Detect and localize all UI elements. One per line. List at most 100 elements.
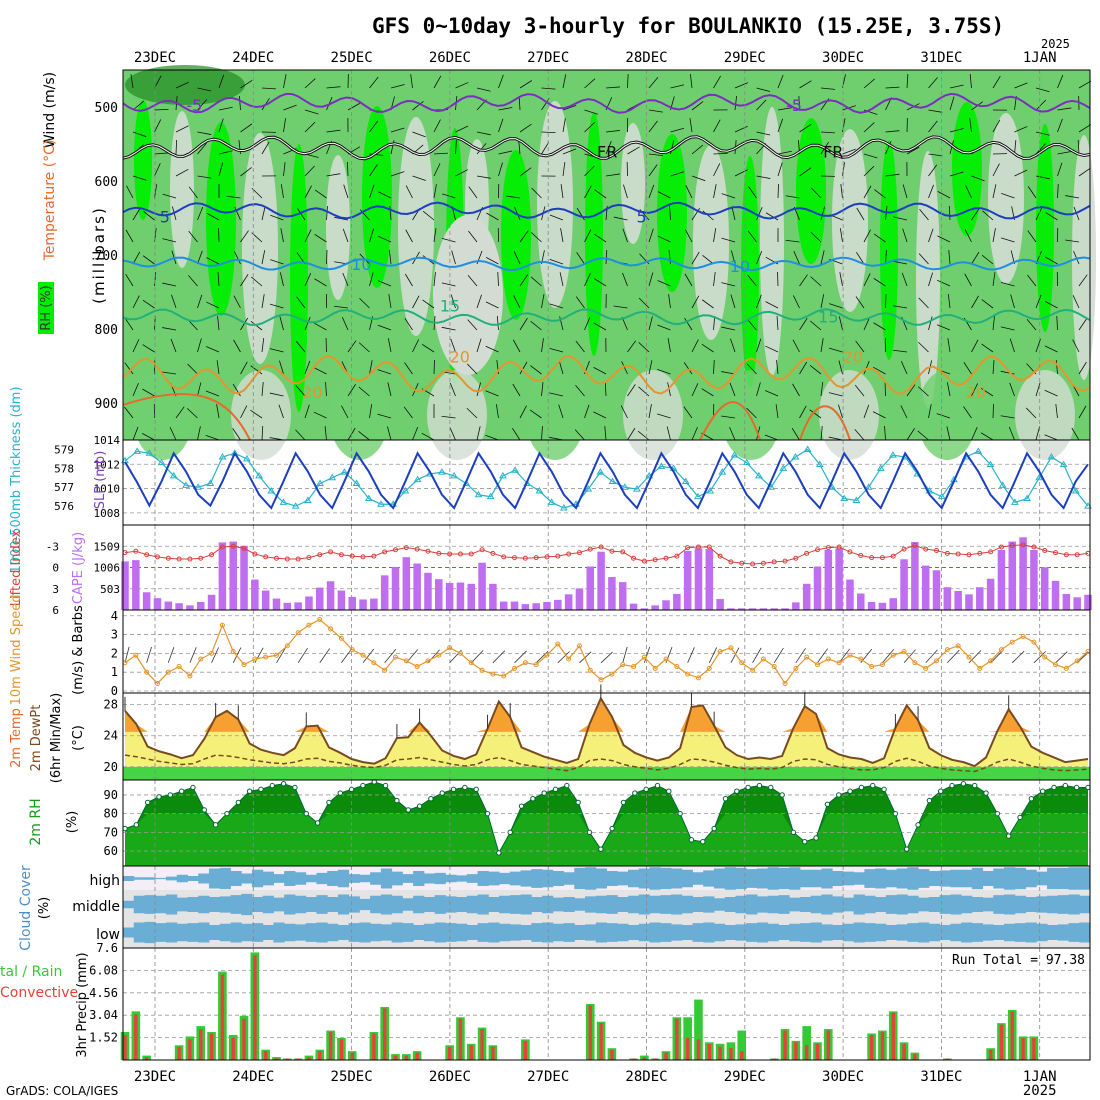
cape-bar (564, 594, 573, 610)
precip-tick-label: 6.08 (89, 963, 118, 977)
cloud-cell-low (670, 924, 683, 941)
surface-wind-barb (557, 651, 570, 664)
cloud-cell-low (144, 921, 156, 944)
wind-barb (560, 228, 564, 243)
temp-units-label: (°C) (71, 725, 86, 751)
wind-speed-marker (988, 658, 994, 664)
cape-bar (683, 550, 692, 610)
lifted-index-marker (219, 544, 225, 550)
precip-tick-label: 1.52 (89, 1031, 118, 1045)
lifted-index-marker (576, 550, 582, 556)
wind-barb (683, 406, 693, 419)
wind-speed-marker (165, 669, 171, 675)
rh2m-marker (439, 790, 445, 796)
cloud-cell-high (799, 869, 812, 888)
surface-wind-barb (276, 647, 286, 663)
wind-barb (901, 272, 908, 287)
temp-line (124, 696, 1089, 768)
cloud-cell-middle (155, 895, 167, 914)
cape-bar (997, 550, 1006, 610)
li-tick-label: 0 (52, 562, 59, 575)
wind-speed-marker (912, 660, 918, 666)
lifted-index-marker (641, 558, 647, 564)
wind-barb (197, 131, 212, 135)
wind-barb (513, 295, 521, 309)
wind-barb (593, 411, 607, 419)
cloud-cell-low (1047, 925, 1059, 940)
wind-barb (657, 413, 671, 419)
wind-speed-marker (133, 652, 139, 658)
wind-barb (388, 294, 392, 309)
rh2m-marker (745, 784, 751, 791)
thickness-marker (815, 460, 824, 468)
lifted-index-marker (154, 554, 160, 560)
wind-barb (828, 347, 843, 353)
rh2m-axis-label: 2m RH (28, 798, 44, 845)
wind-speed-marker (533, 662, 539, 668)
wind-barb (304, 316, 311, 331)
wind-barb (702, 255, 714, 265)
cloud-cell-low (509, 924, 522, 941)
wind-speed-marker (966, 654, 972, 660)
wind-barb (519, 317, 528, 331)
cape-bar (857, 593, 865, 610)
cloud-cell-low (799, 923, 812, 942)
thickness-marker (182, 481, 190, 488)
lifted-index-marker (598, 544, 604, 550)
cape-bar (911, 541, 919, 610)
wind-speed-marker (263, 654, 269, 660)
wind-barb (1035, 426, 1041, 441)
cloud-cell-middle (799, 897, 812, 912)
wind-barb (594, 233, 607, 243)
cloud-cell-middle (370, 895, 382, 914)
wind-barb (840, 184, 843, 199)
wind-barb (197, 175, 212, 179)
lifted-index-marker (371, 553, 377, 559)
wind-barb (334, 305, 349, 309)
credit-label: GrADS: COLA/IGES (6, 1084, 118, 1098)
precip-convective-bar (350, 1052, 354, 1060)
lifted-index-marker (695, 544, 701, 550)
wind-barb (613, 305, 628, 309)
wind-barb (562, 162, 566, 177)
wind-barb (863, 122, 875, 133)
cloud-cell-high (638, 868, 650, 889)
cloud-cell-middle (821, 894, 833, 915)
wind-barb (283, 104, 297, 111)
cape-bar (608, 577, 616, 610)
wind-barb (798, 95, 800, 111)
cloud-cell-low (348, 923, 360, 942)
cloud-cell-high (681, 869, 693, 888)
lifted-index-marker (631, 555, 637, 561)
cape-bar (889, 598, 897, 610)
rh2m-marker (677, 810, 683, 817)
cloud-cell-low (327, 923, 339, 942)
cloud-cell-middle (176, 897, 188, 912)
cloud-row-label: high (89, 873, 120, 889)
wind-barb (240, 405, 248, 419)
rh2m-marker (337, 790, 343, 796)
wind-barb (820, 87, 835, 90)
thickness-marker (730, 451, 739, 458)
minmax-axis-label: (6hr Min/Max) (49, 693, 64, 783)
wind-barb (476, 294, 482, 309)
surface-wind-barb (146, 646, 152, 663)
cape-bar (521, 604, 530, 610)
cloud-cell-low (133, 922, 145, 943)
wind-barb (937, 191, 951, 199)
wind-barb (1071, 427, 1080, 441)
cloud-cell-low (681, 925, 693, 940)
wind-barb (369, 184, 375, 199)
lifted-index-marker (230, 543, 236, 549)
wind-barb (295, 385, 306, 397)
cloud-cell-low (198, 922, 210, 943)
cloud-cell-high (552, 871, 565, 886)
precip-convective-bar (134, 1014, 138, 1060)
wind-barb (1001, 193, 1015, 199)
wind-barb (810, 320, 822, 331)
wind-barb (421, 432, 435, 441)
surface-wind-barb (1055, 651, 1068, 664)
wind-barb (347, 102, 361, 111)
cloud-cell-low (1025, 922, 1037, 943)
wind-barb (206, 257, 220, 265)
